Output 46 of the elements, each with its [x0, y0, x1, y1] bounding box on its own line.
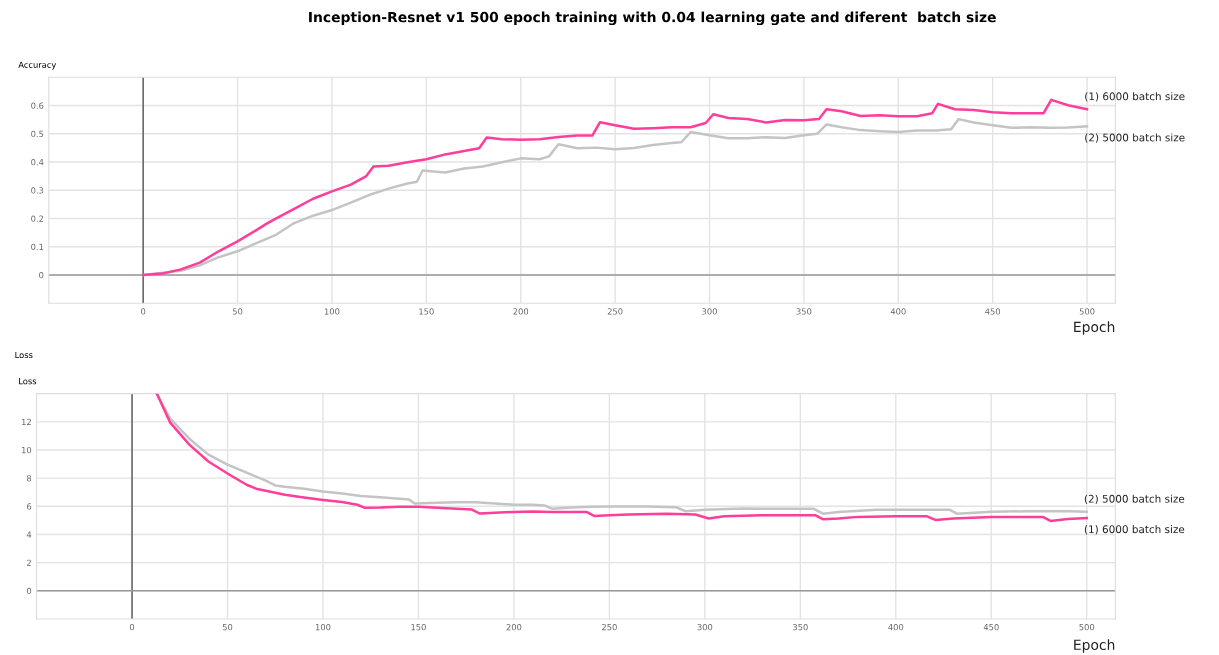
y-tick-label: 10 [22, 446, 32, 454]
y-tick-label: 0 [26, 587, 32, 595]
x-tick-label: 450 [983, 623, 999, 631]
x-tick-label: 350 [796, 308, 812, 315]
y-tick-label: 0.4 [31, 159, 44, 166]
y-tick-label: 6 [26, 503, 32, 510]
x-tick-label: 300 [702, 308, 717, 315]
x-tick-label: 350 [793, 623, 808, 631]
x-tick-label: 300 [697, 623, 713, 631]
series-label: (1) 6000 batch size [1085, 92, 1185, 102]
x-tick-label: 0 [141, 308, 146, 315]
x-tick-label: 250 [602, 623, 617, 631]
y-tick-label: 0 [39, 272, 44, 279]
x-tick-label: 150 [419, 308, 434, 315]
y-tick-label: 0.5 [31, 130, 44, 138]
x-tick-label: 50 [222, 623, 233, 631]
x-tick-label: 400 [890, 308, 906, 315]
series-label: (2) 5000 batch size [1084, 494, 1185, 504]
x-tick-label: 500 [1079, 623, 1095, 631]
x-tick-label: 50 [232, 308, 243, 315]
x-tick-label: 0 [129, 623, 135, 631]
x-tick-label: 150 [411, 623, 426, 631]
y-tick-label: 0.2 [31, 215, 44, 222]
y-tick-label: 2 [27, 559, 31, 566]
y-tick-label: 4 [26, 531, 32, 538]
x-tick-label: 450 [985, 308, 1001, 315]
x-tick-label: 200 [513, 308, 529, 315]
x-tick-label: 400 [888, 623, 904, 631]
chart-subtitle: Accuracy [18, 61, 57, 70]
y-tick-label: 0.1 [31, 243, 44, 251]
y-tick-label: 12 [22, 418, 31, 425]
x-tick-label: 200 [506, 623, 522, 631]
x-tick-label: 100 [315, 623, 331, 631]
y-tick-label: 0.3 [31, 187, 44, 194]
x-axis-title: Epoch [1074, 639, 1115, 653]
series-label: (1) 6000 batch size [1084, 525, 1185, 535]
y-tick-label: 8 [26, 475, 32, 482]
x-tick-label: 100 [324, 308, 340, 315]
y-tick-label: 0.6 [31, 102, 44, 109]
x-tick-label: 250 [607, 308, 623, 315]
chart-subtitle: Loss [19, 378, 37, 385]
chart-title: Loss [15, 351, 33, 359]
x-axis-title: Epoch [1074, 321, 1115, 335]
chart-title: Inception-Resnet v1 500 epoch training with 0.04 learning gate and diferent batch size [309, 11, 996, 26]
x-tick-label: 500 [1079, 308, 1095, 315]
series-label: (2) 5000 batch size [1085, 133, 1185, 143]
